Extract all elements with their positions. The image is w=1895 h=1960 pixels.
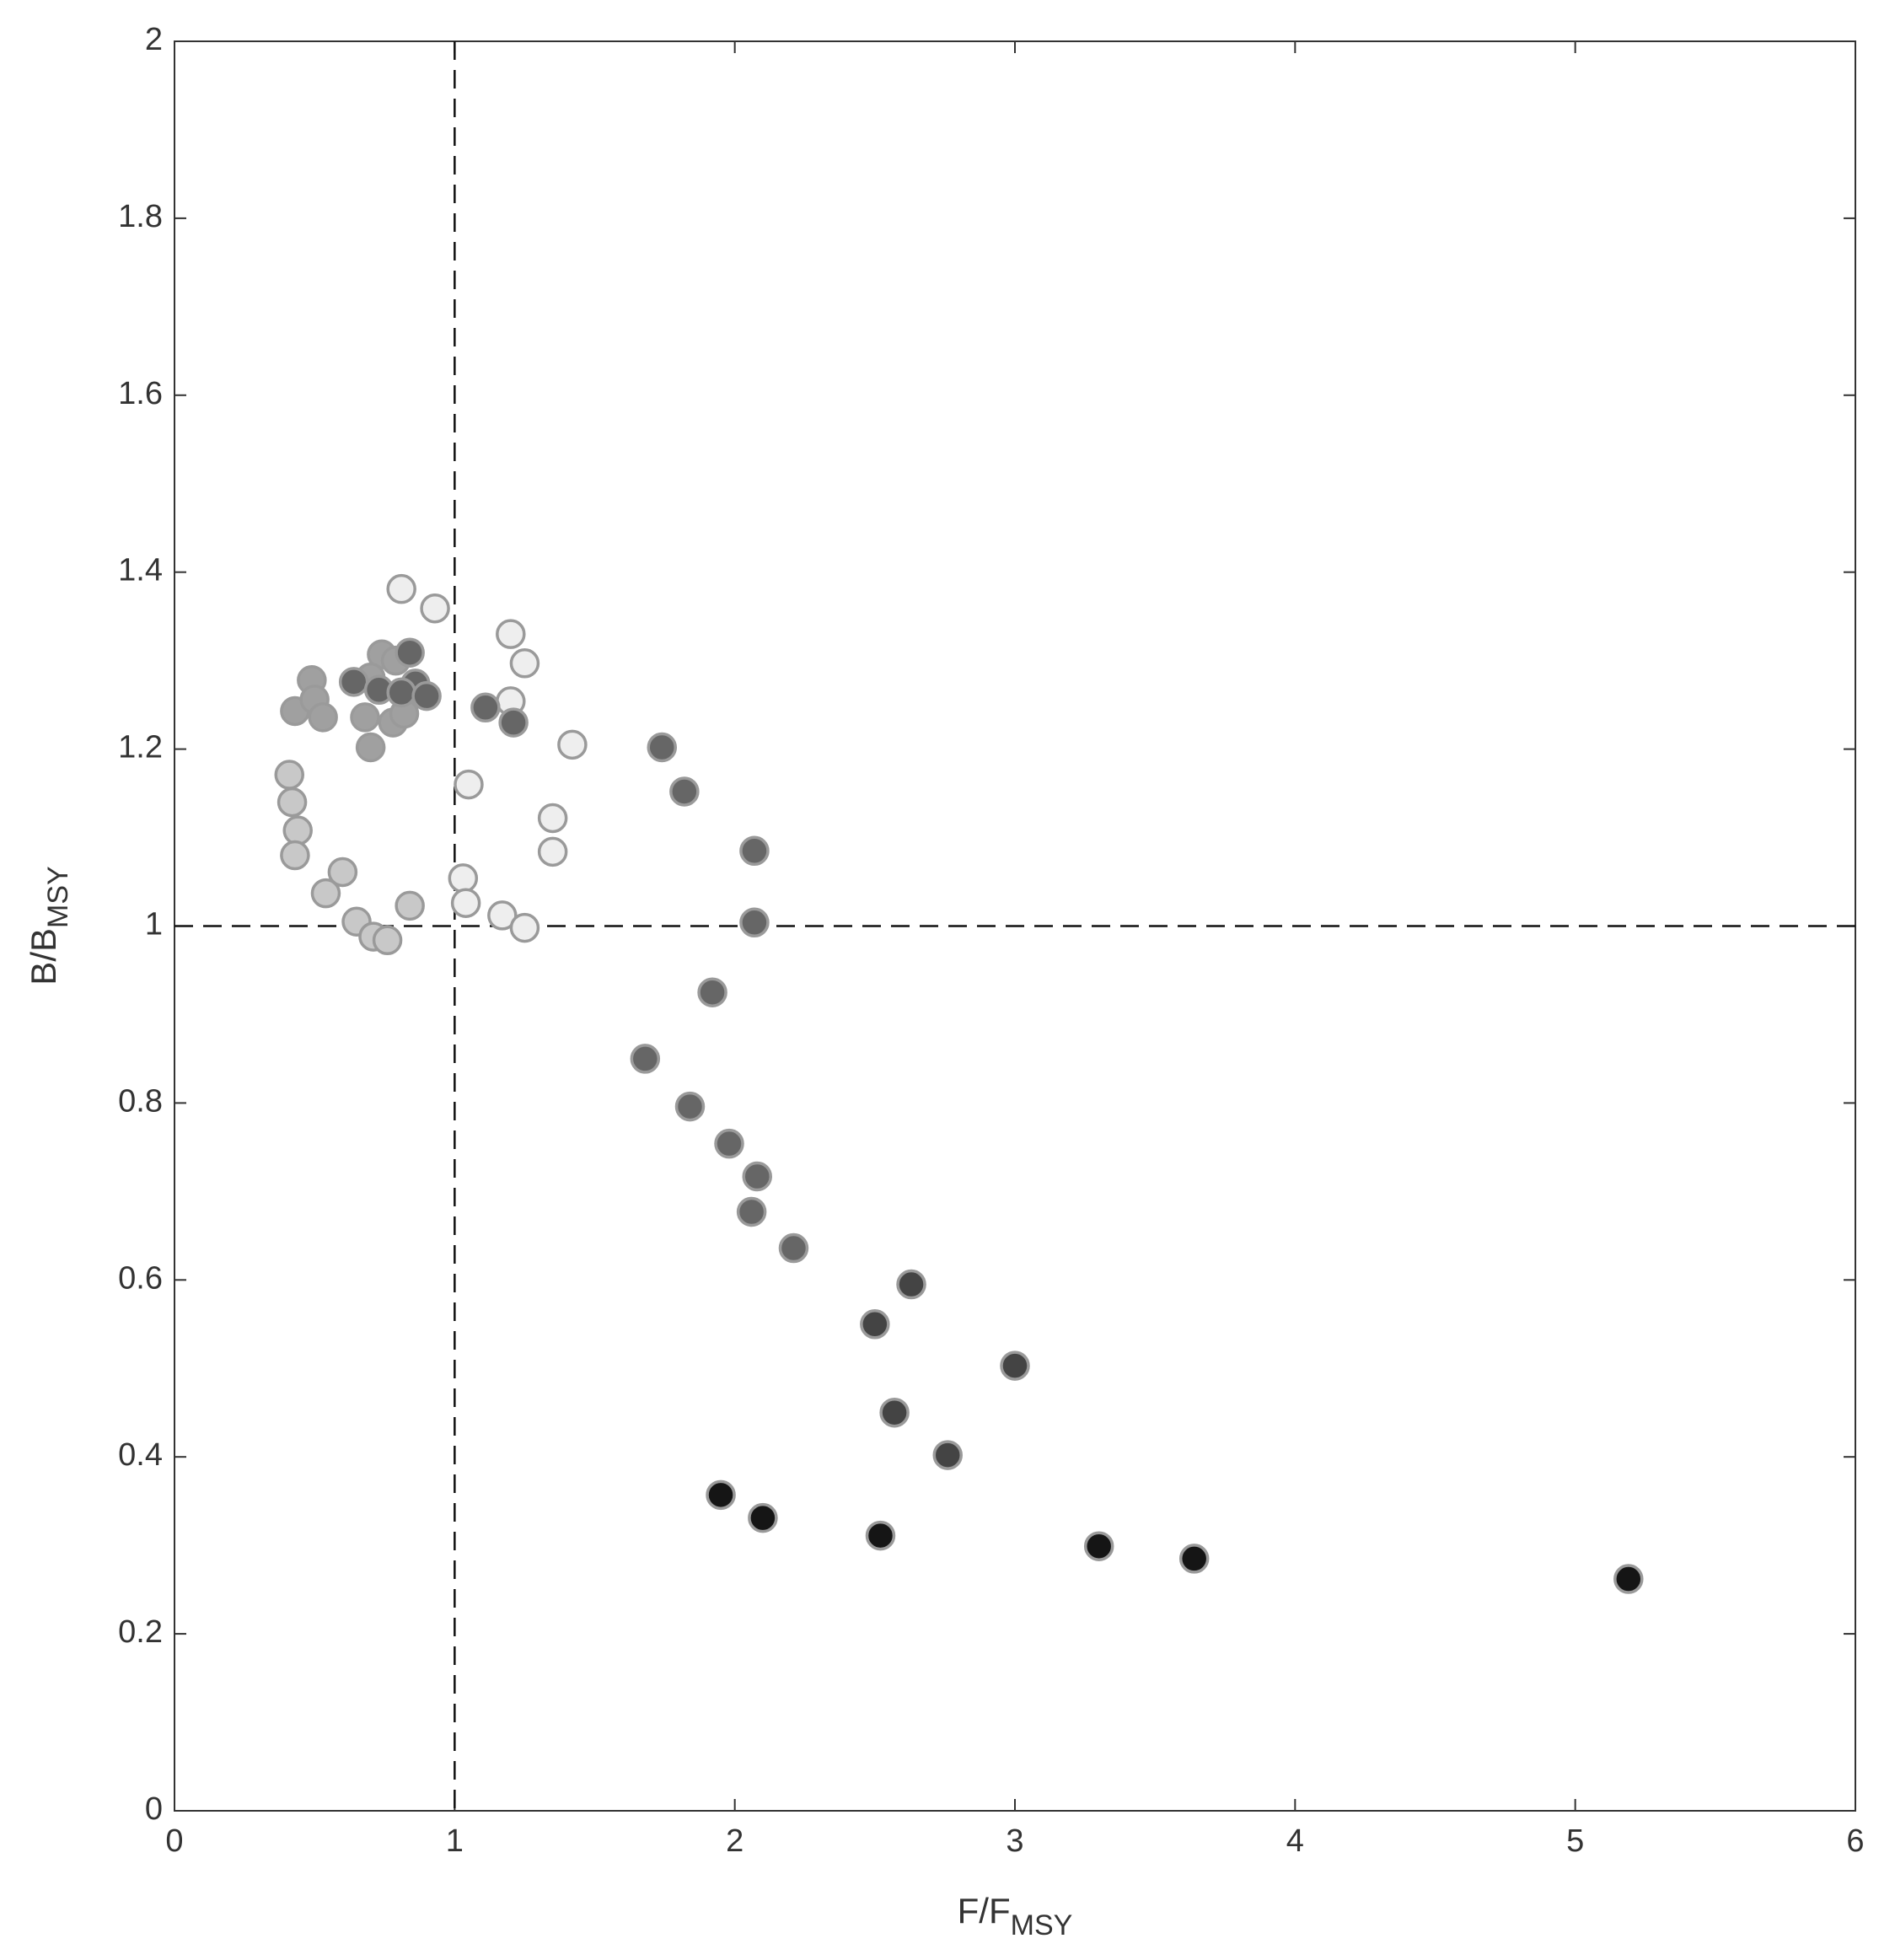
point	[308, 702, 338, 733]
point	[327, 856, 358, 888]
x-axis-label: F/FMSY	[958, 1891, 1073, 1941]
y-tick-label: 0	[145, 1791, 163, 1827]
y-tick-label: 1.8	[118, 199, 163, 234]
y-tick-label: 1	[145, 907, 163, 942]
point	[1178, 1544, 1210, 1574]
point	[557, 729, 588, 760]
point	[932, 1440, 963, 1470]
point	[739, 835, 770, 867]
point	[282, 815, 313, 846]
point	[496, 619, 526, 649]
point	[647, 732, 678, 763]
point	[338, 667, 369, 697]
point	[860, 1309, 890, 1340]
point	[411, 680, 442, 712]
point	[748, 1502, 778, 1533]
point	[778, 1232, 809, 1264]
y-tick-label: 0.4	[118, 1437, 163, 1473]
y-tick-label: 0.8	[118, 1083, 163, 1119]
point	[669, 776, 700, 807]
point	[1083, 1531, 1114, 1561]
y-tick-label: 1.2	[118, 730, 163, 765]
point	[448, 863, 479, 894]
point	[706, 1479, 736, 1511]
point	[865, 1520, 896, 1551]
point	[310, 878, 341, 909]
point	[372, 925, 403, 956]
x-tick-label: 4	[1286, 1823, 1304, 1859]
y-tick-label: 0.6	[118, 1260, 163, 1296]
point	[879, 1397, 910, 1428]
point	[739, 907, 770, 938]
y-label-sub: MSY	[42, 866, 74, 928]
point	[714, 1128, 744, 1159]
x-tick-label: 2	[726, 1823, 744, 1859]
y-tick-label: 0.2	[118, 1614, 163, 1650]
point	[454, 769, 484, 800]
point	[470, 692, 501, 723]
x-tick-label: 1	[446, 1823, 464, 1859]
point	[276, 787, 308, 818]
x-label-main: F/F	[958, 1891, 1011, 1930]
point	[450, 888, 481, 918]
point	[537, 836, 568, 867]
point	[350, 702, 380, 733]
point	[697, 977, 727, 1007]
y-axis-label: B/BMSY	[24, 866, 74, 985]
x-label-sub: MSY	[1011, 1909, 1073, 1941]
y-tick-label: 1.4	[118, 553, 163, 588]
point	[509, 912, 540, 943]
point	[386, 677, 416, 708]
point	[487, 900, 518, 931]
y-tick-label: 1.6	[118, 376, 163, 411]
point	[420, 593, 450, 624]
y-tick-label: 2	[145, 22, 163, 57]
point	[355, 732, 386, 763]
y-label-main: B/B	[24, 928, 63, 985]
x-tick-label: 0	[165, 1823, 183, 1859]
point	[395, 890, 425, 921]
point	[509, 648, 540, 679]
x-tick-label: 5	[1566, 1823, 1584, 1859]
point	[1613, 1564, 1644, 1594]
point	[274, 760, 305, 790]
point	[395, 637, 425, 668]
point	[498, 707, 529, 738]
point	[896, 1269, 926, 1300]
x-tick-label: 6	[1846, 1823, 1864, 1859]
point	[736, 1196, 767, 1227]
point	[537, 803, 568, 834]
point	[674, 1091, 706, 1122]
point	[742, 1161, 773, 1192]
x-tick-label: 3	[1006, 1823, 1023, 1859]
point	[280, 840, 310, 871]
point	[630, 1044, 661, 1074]
point	[1000, 1351, 1030, 1381]
point	[386, 573, 416, 604]
